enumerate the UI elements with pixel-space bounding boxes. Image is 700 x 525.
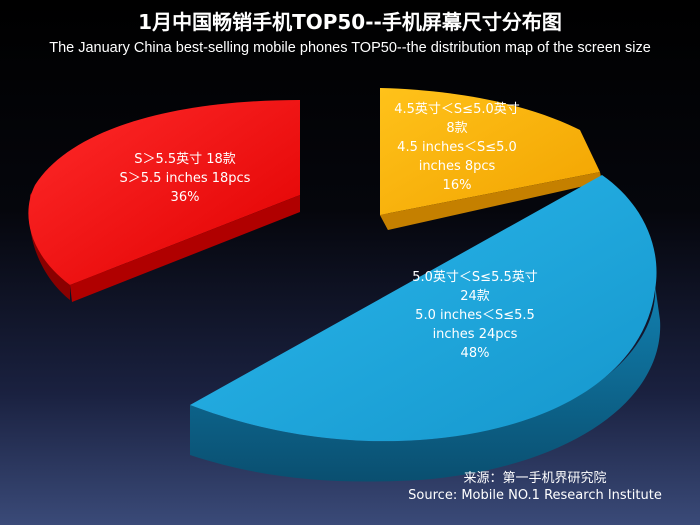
source-en: Source: Mobile NO.1 Research Institute	[408, 488, 662, 503]
pie-label-orange-en-2: inches 8pcs	[418, 159, 496, 174]
pie-label-orange-percent: 16%	[442, 178, 472, 193]
pie-slice-blue-top	[190, 175, 657, 442]
pie-label-orange: 4.5英寸＜S≤5.0英寸 8款 4.5 inches＜S≤5.0 inches…	[372, 100, 542, 195]
pie-label-red-en: S＞5.5 inches 18pcs	[119, 171, 251, 186]
pie-slice-orange	[380, 88, 602, 230]
pie-slice-blue	[190, 175, 661, 482]
pie-slice-blue-side	[190, 285, 661, 482]
pie-label-blue-zh: 5.0英寸＜S≤5.5英寸	[412, 270, 538, 285]
pie-label-orange-zh: 4.5英寸＜S≤5.0英寸	[394, 102, 520, 117]
pie-slice-red-top	[28, 100, 300, 285]
pie-label-blue: 5.0英寸＜S≤5.5英寸 24款 5.0 inches＜S≤5.5 inche…	[360, 268, 590, 363]
chart-subtitle: The January China best-selling mobile ph…	[49, 40, 651, 56]
pie-label-orange-count: 8款	[446, 121, 468, 136]
pie-label-red: S＞5.5英寸 18款 S＞5.5 inches 18pcs 36%	[85, 150, 285, 207]
pie-label-blue-en-1: 5.0 inches＜S≤5.5	[415, 308, 535, 323]
pie-label-red-percent: 36%	[170, 190, 200, 205]
chart-title: 1月中国畅销手机TOP50--手机屏幕尺寸分布图	[138, 10, 562, 34]
pie-slice-orange-bottom-edge	[380, 172, 602, 230]
source-zh: 来源：第一手机界研究院	[463, 471, 607, 486]
pie-label-orange-en-1: 4.5 inches＜S≤5.0	[397, 140, 517, 155]
pie-slice-orange-top	[380, 88, 600, 215]
pie-slice-red	[28, 100, 300, 302]
pie-slice-red-bottom-edge	[70, 195, 300, 302]
pie-label-blue-percent: 48%	[460, 346, 490, 361]
pie-label-blue-en-2: inches 24pcs	[432, 327, 518, 342]
pie-label-blue-count: 24款	[460, 289, 490, 304]
pie-label-red-zh: S＞5.5英寸 18款	[134, 152, 236, 167]
source-note: 来源：第一手机界研究院 Source: Mobile NO.1 Research…	[390, 470, 680, 504]
